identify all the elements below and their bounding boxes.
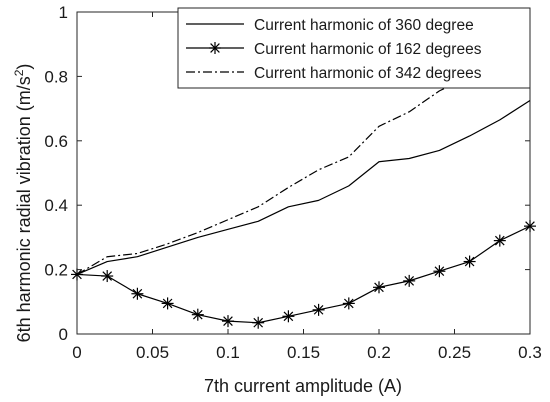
x-tick-label: 0.25	[438, 343, 471, 362]
data-point-marker	[161, 297, 174, 310]
y-tick-label: 0.6	[44, 132, 68, 151]
series-line-1	[76, 225, 531, 324]
data-point-marker	[373, 281, 385, 294]
x-ticks: 0 0.05 0.1 0.15 0.2 0.25 0.3	[72, 12, 542, 362]
x-tick-label: 0.3	[518, 343, 542, 362]
data-point-marker	[342, 297, 355, 310]
data-point-marker	[222, 315, 234, 328]
y-tick-label: 1	[59, 3, 68, 22]
data-point-marker	[433, 265, 446, 278]
data-point-marker	[493, 234, 506, 247]
series-line-0	[76, 100, 531, 275]
x-axis-label: 7th current amplitude (A)	[204, 376, 402, 396]
x-tick-label: 0.1	[216, 343, 240, 362]
data-point-marker	[191, 308, 204, 321]
legend-asterisk-icon	[209, 42, 221, 54]
legend: Current harmonic of 360 degree Current h…	[177, 7, 531, 89]
data-point-marker	[252, 316, 265, 329]
data-point-marker	[312, 303, 325, 316]
y-axis-label: 6th harmonic radial vibration (m/s2)	[12, 64, 34, 343]
x-tick-label: 0.15	[287, 343, 320, 362]
data-point-marker	[524, 220, 536, 233]
legend-label-342: Current harmonic of 342 degrees	[254, 65, 482, 82]
y-tick-label: 0.4	[44, 196, 68, 215]
data-point-marker	[403, 274, 416, 287]
x-tick-label: 0.05	[136, 343, 169, 362]
y-axis-label-superscript: 2	[12, 69, 26, 76]
legend-label-162: Current harmonic of 162 degrees	[254, 41, 482, 58]
data-point-marker	[131, 287, 144, 300]
legend-label-360: Current harmonic of 360 degree	[254, 17, 474, 34]
legend-marker-162	[209, 42, 221, 54]
y-tick-label: 0.8	[44, 67, 68, 86]
data-point-marker	[463, 255, 476, 268]
x-tick-label: 0.2	[367, 343, 391, 362]
series-layer	[71, 42, 536, 329]
data-point-marker	[282, 310, 295, 323]
y-tick-label: 0	[59, 325, 68, 344]
y-tick-label: 0.2	[44, 261, 68, 280]
y-ticks: 0 0.2 0.4 0.6 0.8 1	[44, 3, 530, 344]
y-axis-label-main: 6th harmonic radial vibration (m/s	[14, 76, 34, 342]
y-axis-label-close: )	[14, 64, 34, 70]
data-point-marker	[101, 270, 114, 283]
x-tick-label: 0	[72, 343, 81, 362]
